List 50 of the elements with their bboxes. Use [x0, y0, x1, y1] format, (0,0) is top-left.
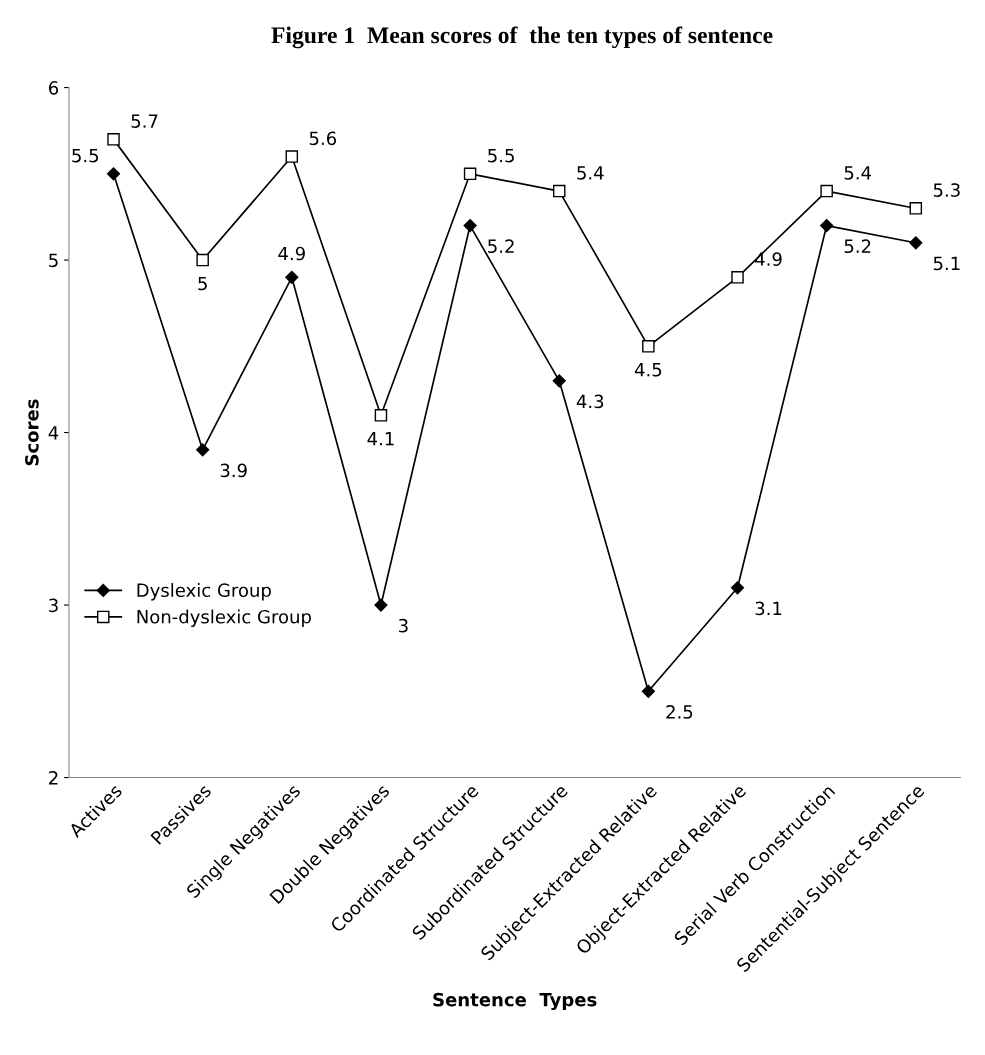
- point: [820, 184, 833, 198]
- point: [641, 684, 655, 698]
- point: [196, 443, 210, 457]
- chart-title: Figure 1 Mean scores of the ten types of sentence: [271, 26, 773, 49]
- data-label: 4.9: [278, 246, 305, 261]
- point: [909, 202, 923, 215]
- y-axis-title: Scores: [25, 399, 39, 466]
- data-label: 4.5: [634, 363, 662, 377]
- x-axis-title: Sentence Types: [433, 992, 597, 1011]
- legend-label: Non-dyslexic Group: [137, 609, 311, 628]
- data-label: 5.5: [488, 148, 514, 163]
- data-label: 5: [198, 276, 207, 291]
- data-label: 5.2: [844, 239, 871, 254]
- data-label: 2.5: [666, 705, 693, 719]
- y-tick-label: 5: [49, 253, 58, 268]
- data-label: 4.9: [755, 252, 782, 266]
- data-label: 5.7: [131, 114, 158, 128]
- point: [463, 167, 477, 181]
- point: [106, 167, 121, 181]
- point: [642, 340, 655, 353]
- data-label: 3.1: [755, 601, 782, 616]
- data-label: 5.5: [72, 148, 99, 163]
- y-tick-label: 6: [49, 81, 59, 95]
- legend-label: Dyslexic Group: [137, 583, 271, 601]
- data-label: 5.4: [577, 166, 604, 180]
- data-label: 5.6: [309, 131, 337, 146]
- point: [285, 270, 299, 284]
- data-label: 4.1: [367, 432, 394, 446]
- y-tick-label: 2: [49, 770, 58, 785]
- point: [374, 409, 388, 422]
- point: [552, 374, 566, 388]
- point: [463, 218, 477, 233]
- point: [909, 236, 923, 250]
- data-label: 5.4: [844, 166, 872, 180]
- point: [820, 218, 834, 233]
- data-label: 3.9: [220, 463, 247, 478]
- point: [374, 598, 388, 612]
- data-label: 5.1: [933, 256, 960, 271]
- point: [552, 184, 566, 198]
- point: [107, 133, 120, 146]
- data-label: 5.2: [488, 239, 514, 254]
- data-label: 3: [398, 618, 408, 633]
- point: [196, 253, 209, 267]
- point: [731, 271, 744, 284]
- point: [285, 150, 299, 163]
- y-tick-label: 4: [48, 426, 59, 440]
- data-label: 4.3: [576, 394, 604, 409]
- data-label: 5.3: [933, 183, 960, 197]
- point: [730, 581, 745, 595]
- y-tick-label: 3: [49, 598, 58, 613]
